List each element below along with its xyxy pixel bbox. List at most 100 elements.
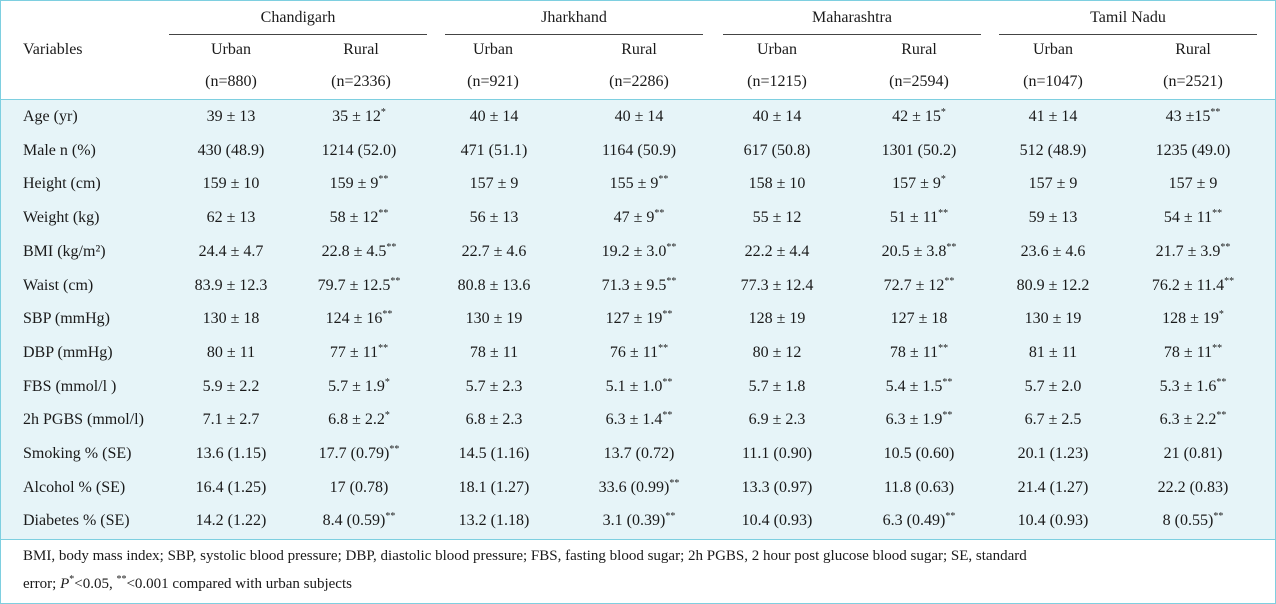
significance-marker: ** [938, 342, 949, 354]
significance-marker: * [384, 410, 390, 422]
table-cell: 128 ± 19* [1113, 302, 1273, 336]
row-label: Height (cm) [23, 175, 101, 193]
significance-marker: ** [1224, 275, 1235, 287]
table-cell: 43 ±15** [1113, 100, 1273, 134]
table-cell: 159 ± 9** [279, 167, 439, 201]
significance-marker: ** [1220, 241, 1231, 253]
table-cell: 76.2 ± 11.4** [1113, 269, 1273, 303]
significance-marker: ** [944, 275, 955, 287]
cell-value: 40 ± 14 [752, 108, 802, 125]
cell-value: 6.8 ± 2.3 [465, 411, 523, 429]
header-divider [1, 99, 1275, 100]
significance-marker: ** [390, 275, 401, 287]
cell-value: 617 (50.8) [743, 141, 811, 159]
state-tamil-nadu: Tamil Nadu [1090, 9, 1166, 26]
table-cell: 78 ± 11** [839, 336, 999, 370]
cell-value: 1301 (50.2) [881, 141, 957, 159]
significance-marker: ** [662, 376, 673, 388]
cell-value: 77.3 ± 12.4 [740, 276, 814, 294]
significance-marker: ** [378, 174, 389, 186]
cell-value: 42 ± 15 [892, 108, 941, 125]
table-row: Smoking % (SE) 13.6 (1.15) 17.7 (0.79)** 14… [1, 437, 1275, 471]
table-cell: 155 ± 9** [559, 167, 719, 201]
table-cell: 1301 (50.2) [839, 134, 999, 168]
footnote-p-letter: P [60, 576, 70, 592]
row-label: Male n (%) [23, 141, 96, 159]
table-cell: 22.7 ± 4.6 [414, 235, 574, 269]
table-row: DBP (mmHg) 80 ± 11 77 ± 11** 78 ± 11 76 ± 11… [1, 336, 1275, 370]
cell-value: 59 ± 13 [1028, 209, 1078, 227]
cell-value: 1164 (50.9) [601, 141, 677, 159]
table-cell: 6.7 ± 2.5 [973, 403, 1133, 437]
table-cell: 130 ± 19 [414, 302, 574, 336]
table-cell: 22.2 (0.83) [1113, 471, 1273, 505]
table-cell: 5.3 ± 1.6** [1113, 370, 1273, 404]
cell-value: 58 ± 12 [329, 209, 379, 227]
table-cell: 55 ± 12 [697, 201, 857, 235]
cell-value: 78 ± 11 [1163, 343, 1213, 361]
table-cell: 14.2 (1.22) [151, 504, 311, 538]
cell-value: 76.2 ± 11.4 [1151, 276, 1225, 294]
table-cell: 157 ± 9* [839, 167, 999, 201]
footnote-star: ** [116, 574, 127, 585]
cell-value: 1214 (52.0) [321, 141, 397, 159]
cell-value: 157 ± 9 [892, 175, 941, 193]
cell-value: 22.8 ± 4.5 [321, 242, 387, 260]
table-cell: 157 ± 9 [973, 167, 1133, 201]
table-row: Age (yr) 39 ± 13 35 ± 12* 40 ± 14 40 ± 14 40 … [1, 100, 1275, 134]
significance-marker: ** [946, 241, 957, 253]
table-row: 2h PGBS (mmol/l) 7.1 ± 2.7 6.8 ± 2.2* 6.8 ±… [1, 403, 1275, 437]
table-cell: 80 ± 11 [151, 336, 311, 370]
footnote-star: * [69, 574, 75, 585]
cell-value: 130 ± 19 [1024, 310, 1082, 328]
row-label: Diabetes % (SE) [23, 512, 130, 530]
significance-marker: * [1218, 309, 1224, 321]
state-jharkhand: Jharkhand [541, 9, 607, 26]
cell-value: 6.8 ± 2.2 [328, 411, 385, 429]
cell-value: 3.1 (0.39) [602, 512, 666, 530]
cell-value: 5.7 ± 1.9 [328, 377, 385, 395]
sample-size: (n=880) [205, 73, 257, 90]
footnote-text: <0.05, [74, 576, 117, 592]
cell-value: 8 (0.55) [1162, 512, 1214, 530]
cell-value: 5.7 ± 2.3 [465, 377, 523, 395]
significance-marker: ** [386, 241, 397, 253]
cell-value: 72.7 ± 12 [883, 276, 945, 294]
cell-value: 76 ± 11 [609, 343, 659, 361]
table-cell: 13.7 (0.72) [559, 437, 719, 471]
table-row: Male n (%) 430 (48.9) 1214 (52.0) 471 (51.1… [1, 134, 1275, 168]
cell-value: 18.1 (1.27) [458, 478, 530, 496]
table-cell: 20.1 (1.23) [973, 437, 1133, 471]
significance-marker: ** [378, 342, 389, 354]
table-cell: 51 ± 11** [839, 201, 999, 235]
significance-marker: ** [1212, 342, 1223, 354]
row-label: Waist (cm) [23, 276, 94, 294]
table-cell: 5.4 ± 1.5** [839, 370, 999, 404]
table-cell: 1214 (52.0) [279, 134, 439, 168]
table-cell: 76 ± 11** [559, 336, 719, 370]
table-cell: 13.6 (1.15) [151, 437, 311, 471]
table-cell: 157 ± 9 [1113, 167, 1273, 201]
table-body: Age (yr) 39 ± 13 35 ± 12* 40 ± 14 40 ± 14 40 … [1, 100, 1275, 539]
state-maharashtra: Maharashtra [812, 9, 892, 26]
significance-marker: ** [1216, 376, 1227, 388]
table-cell: 23.6 ± 4.6 [973, 235, 1133, 269]
cell-value: 83.9 ± 12.3 [194, 276, 268, 294]
table-cell: 6.3 ± 2.2** [1113, 403, 1273, 437]
table-cell: 78 ± 11 [414, 336, 574, 370]
cell-value: 78 ± 11 [889, 343, 939, 361]
table-cell: 77.3 ± 12.4 [697, 269, 857, 303]
significance-marker: ** [1216, 410, 1227, 422]
row-label: FBS (mmol/l ) [23, 377, 117, 395]
cell-value: 10.4 (0.93) [1017, 512, 1089, 530]
state-chandigarh: Chandigarh [260, 9, 336, 26]
cell-value: 5.4 ± 1.5 [885, 377, 943, 395]
table-cell: 47 ± 9** [559, 201, 719, 235]
cell-value: 79.7 ± 12.5 [317, 276, 391, 294]
row-label: Alcohol % (SE) [23, 478, 126, 496]
table-cell: 11.1 (0.90) [697, 437, 857, 471]
table-cell: 35 ± 12* [279, 100, 439, 134]
table-cell: 5.7 ± 1.9* [279, 370, 439, 404]
cell-value: 40 ± 14 [469, 108, 519, 125]
cell-value: 6.3 ± 2.2 [1159, 411, 1217, 429]
